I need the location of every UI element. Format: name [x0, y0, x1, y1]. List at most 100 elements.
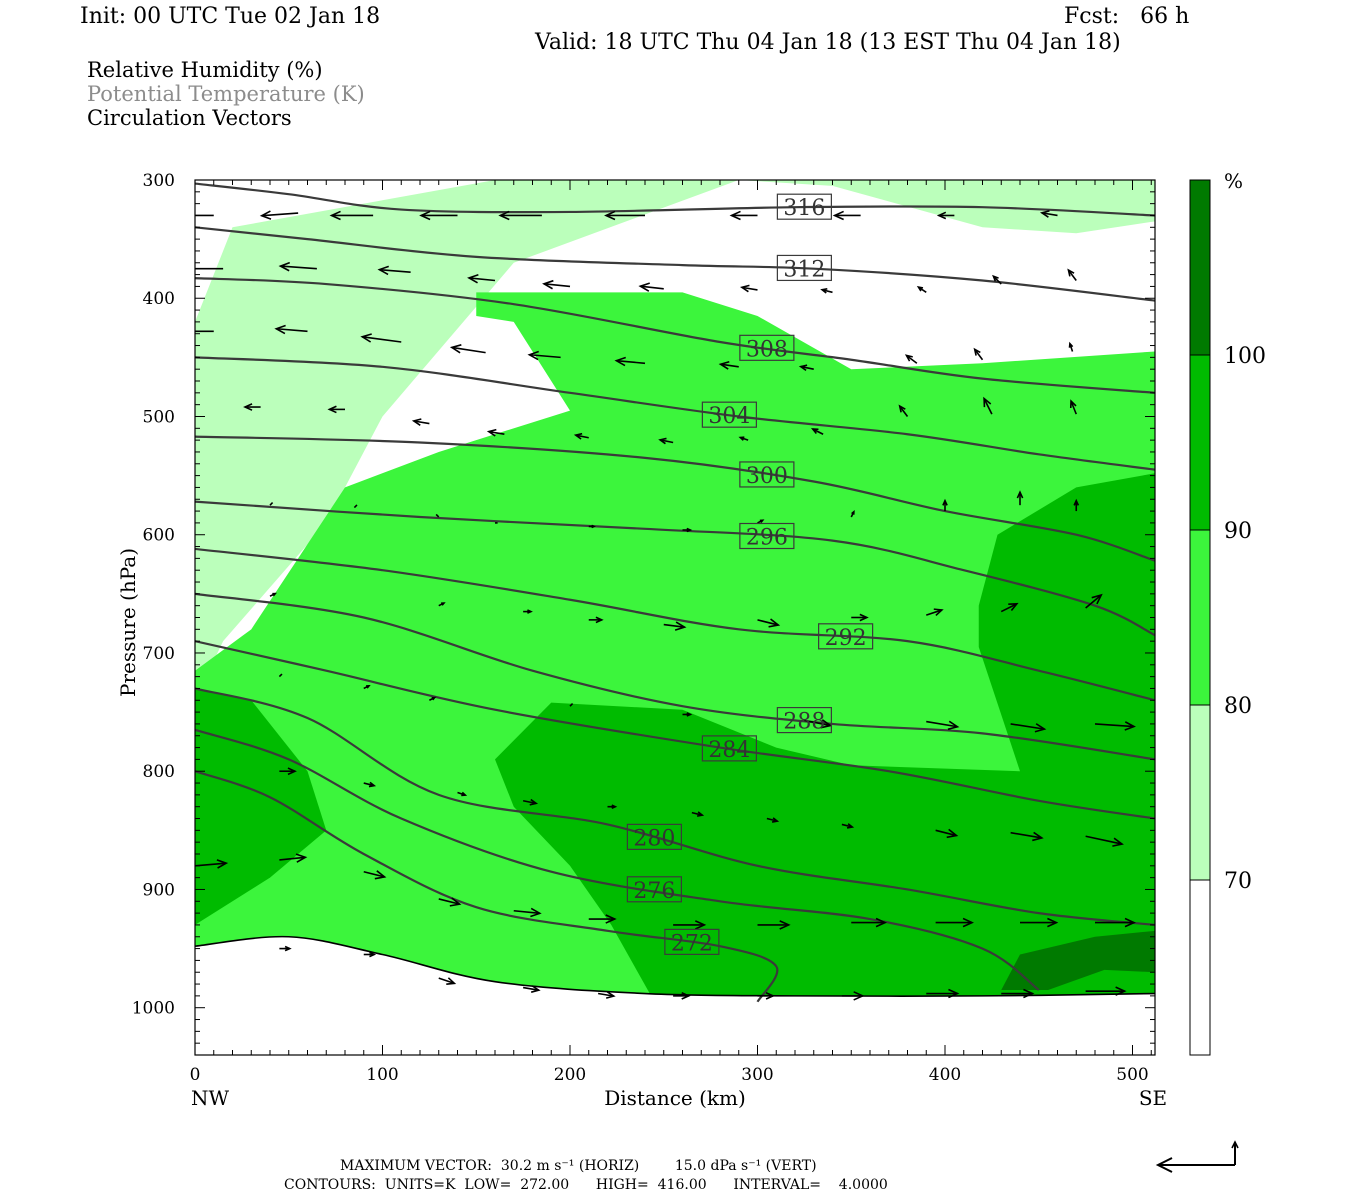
circulation-vector-62 [1000, 602, 1019, 613]
circulation-vector-9 [1039, 210, 1058, 218]
colorbar-label-70: 70 [1224, 869, 1252, 894]
circulation-vector-30 [973, 347, 984, 361]
endpoint-left-label: NW [191, 1086, 230, 1110]
legend-relative-humidity: Relative Humidity (%) [87, 58, 323, 82]
x-tick-label-0: 0 [190, 1065, 201, 1085]
circulation-vector-63 [1085, 593, 1103, 609]
circulation-vector-24 [449, 344, 486, 354]
theta-label-300: 300 [746, 464, 788, 489]
circulation-vector-6 [729, 210, 758, 221]
circulation-vector-8 [936, 211, 955, 220]
circulation-vector-58 [663, 621, 687, 631]
circulation-vector-100 [522, 985, 541, 993]
circulation-vector-95 [1095, 917, 1136, 928]
y-tick-label-800: 800 [143, 762, 175, 782]
circulation-vector-50 [850, 510, 855, 518]
y-tick-label-600: 600 [143, 526, 175, 546]
circulation-vector-48 [682, 527, 693, 533]
theta-label-296: 296 [746, 526, 788, 551]
x-tick-label-300: 300 [741, 1065, 773, 1085]
circulation-vector-57 [588, 616, 604, 624]
field-legend: Relative Humidity (%) Potential Temperat… [87, 58, 365, 130]
theta-contour-296 [195, 500, 1155, 637]
theta-label-304: 304 [708, 404, 750, 429]
circulation-vector-12 [377, 265, 411, 276]
theta-label-280: 280 [633, 826, 675, 851]
theta-label-292: 292 [825, 626, 867, 651]
circulation-vector-69 [804, 719, 833, 729]
theta-label-box-312 [776, 254, 832, 282]
y-tick-label-700: 700 [143, 644, 175, 664]
circulation-vector-55 [438, 602, 446, 607]
y-axis-title: Pressure (hPa) [116, 548, 140, 697]
circulation-vector-67 [569, 703, 574, 707]
circulation-vector-33 [327, 405, 345, 414]
circulation-vector-34 [411, 418, 430, 426]
circulation-vector-13 [467, 274, 496, 284]
max-vector-note: MAXIMUM VECTOR: 30.2 m s⁻¹ (HORIZ) 15.0 … [340, 1158, 817, 1174]
circulation-vector-101 [597, 991, 616, 999]
circulation-vector-78 [691, 811, 705, 817]
circulation-vector-104 [841, 991, 865, 1001]
init-time: Init: 00 UTC Tue 02 Jan 18 [80, 4, 381, 29]
circulation-vector-66 [429, 696, 437, 701]
circulation-vector-54 [269, 592, 277, 597]
circulation-vector-84 [195, 859, 229, 869]
circulation-vector-74 [363, 781, 377, 788]
circulation-vector-22 [274, 324, 308, 335]
circulation-vector-83 [1085, 835, 1124, 847]
forecast-hour: Fcst: 66 h [1064, 4, 1190, 29]
circulation-vector-75 [457, 791, 468, 797]
circulation-vector-77 [607, 804, 618, 809]
x-tick-label-400: 400 [929, 1065, 961, 1085]
circulation-vector-97 [279, 945, 292, 952]
theta-label-box-296 [739, 522, 795, 550]
circulation-vector-11 [278, 261, 317, 272]
rh-region-90-3 [495, 473, 1155, 1008]
colorbar-label-100: 100 [1224, 344, 1266, 369]
circulation-vector-105 [926, 988, 960, 999]
circulation-vector-14 [542, 279, 571, 290]
rh-region-90-2 [195, 688, 327, 925]
circulation-vector-60 [851, 613, 869, 622]
theta-label-284: 284 [708, 738, 750, 763]
legend-potential-temperature: Potential Temperature (K) [87, 82, 365, 106]
circulation-vector-37 [658, 437, 674, 445]
circulation-vector-10 [195, 267, 224, 270]
circulation-vector-99 [438, 977, 457, 985]
endpoint-right-label: SE [1139, 1086, 1167, 1110]
theta-contour-280 [195, 687, 1155, 927]
circulation-vector-87 [438, 897, 462, 907]
colorbar-segment-3 [1190, 355, 1210, 530]
circulation-vector-41 [983, 396, 993, 415]
circulation-vector-42 [1069, 399, 1077, 415]
circulation-vector-38 [738, 436, 749, 441]
circulation-vector-76 [522, 798, 539, 806]
x-tick-label-100: 100 [366, 1065, 398, 1085]
theta-label-312: 312 [783, 257, 825, 282]
x-tick-label-500: 500 [1116, 1065, 1148, 1085]
rh-region-100-4 [1001, 930, 1155, 990]
circulation-vector-73 [279, 767, 297, 776]
rh-region-70-0 [195, 180, 1155, 701]
circulation-vector-94 [1020, 917, 1059, 928]
circulation-vector-68 [682, 712, 693, 717]
circulation-vector-92 [851, 917, 887, 928]
circulation-vector-32 [243, 403, 261, 411]
circulation-vector-28 [798, 364, 814, 372]
circulation-vector-102 [673, 991, 691, 1000]
circulation-vector-31 [1068, 341, 1074, 352]
colorbar-segment-0 [1190, 880, 1210, 1055]
circulation-vector-72 [1094, 721, 1136, 731]
theta-label-box-288 [776, 706, 832, 734]
circulation-vector-103 [757, 991, 776, 1000]
circulation-vector-70 [926, 720, 960, 731]
theta-contour-284 [195, 640, 1155, 820]
colorbar-segment-1 [1190, 705, 1210, 880]
valid-time: Valid: 18 UTC Thu 04 Jan 18 (13 EST Thu … [535, 30, 1121, 55]
theta-label-316: 316 [783, 196, 825, 221]
circulation-vector-29 [904, 354, 918, 364]
circulation-vector-107 [1085, 986, 1127, 996]
circulation-vector-17 [820, 288, 833, 294]
